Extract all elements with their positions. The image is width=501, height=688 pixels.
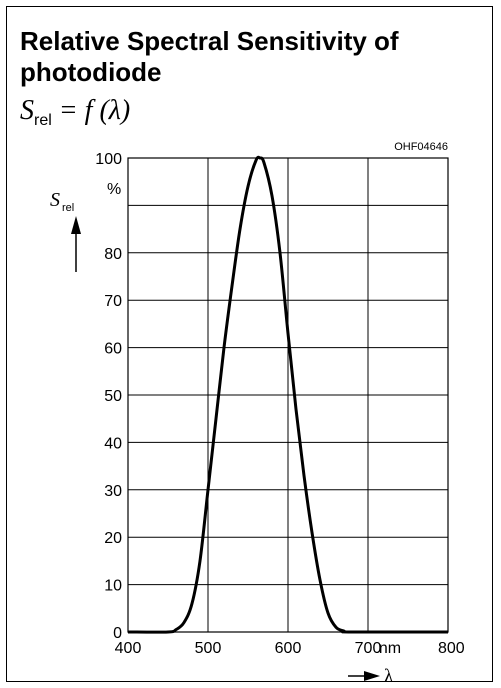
formula-subscript: rel <box>34 112 52 129</box>
y-axis-arrow-head <box>71 216 81 234</box>
datasheet-frame <box>6 6 493 682</box>
sensitivity-curve <box>127 155 449 634</box>
x-axis-unit: nm <box>379 640 401 657</box>
x-axis-symbol: λ <box>384 666 394 687</box>
y-tick-label: 10 <box>104 578 122 595</box>
y-axis-symbol: S <box>50 189 60 211</box>
x-tick-label: 600 <box>275 640 302 657</box>
plot-border <box>127 157 449 633</box>
x-tick-label: 400 <box>115 640 142 657</box>
y-axis-unit: % <box>107 181 121 198</box>
grid <box>127 157 449 633</box>
x-tick-label: 500 <box>195 640 222 657</box>
x-axis-arrow-head <box>364 671 380 681</box>
y-axis-label: S rel % <box>50 181 121 272</box>
x-axis-label: nm λ <box>348 640 401 687</box>
y-tick-label: 80 <box>104 246 122 263</box>
axes: 0 10 20 30 40 50 60 70 80 100 400 500 600 700 800 <box>95 151 465 657</box>
y-axis-subscript: rel <box>62 202 74 214</box>
y-tick-label: 20 <box>104 530 122 547</box>
formula-rest: = f (λ) <box>58 95 131 126</box>
x-tick-label: 700 <box>355 640 382 657</box>
x-tick-label: 800 <box>438 640 465 657</box>
y-tick-label: 50 <box>104 388 122 405</box>
y-tick-label: 100 <box>95 151 122 168</box>
y-tick-label: 70 <box>104 293 122 310</box>
y-tick-label: 0 <box>113 625 122 642</box>
formula-symbol: S <box>20 95 34 126</box>
plot-area <box>127 155 449 634</box>
figure-code: OHF04646 <box>394 141 448 153</box>
y-tick-label: 30 <box>104 483 122 500</box>
sensitivity-formula: Srel = f (λ) <box>20 95 131 129</box>
y-tick-label: 60 <box>104 341 122 358</box>
chart-title: Relative Spectral Sensitivity of photodi… <box>20 26 399 87</box>
y-tick-label: 40 <box>104 435 122 452</box>
